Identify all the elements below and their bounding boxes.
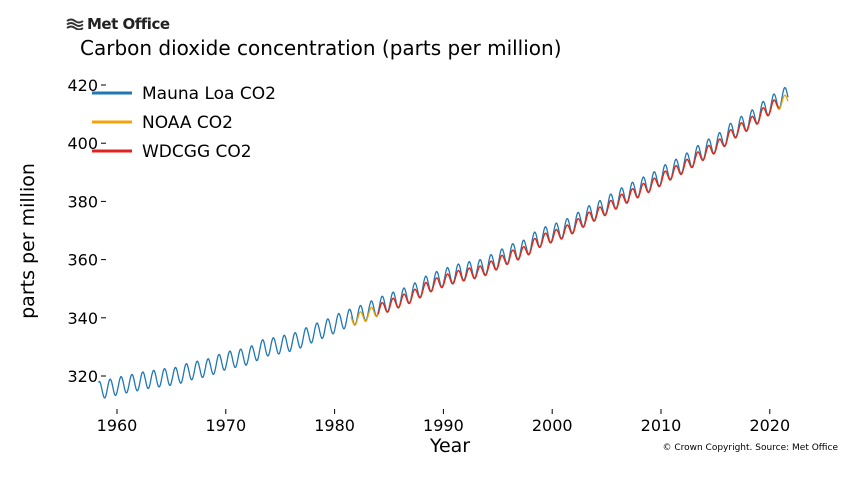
y-tick-label: 320 [67,367,98,386]
x-tick-label: 1990 [423,416,464,435]
x-tick-label: 1960 [97,416,138,435]
x-tick-label: 2010 [641,416,682,435]
legend-label: WDCGG CO2 [142,142,252,162]
y-tick-label: 400 [67,134,98,153]
chart-title: Carbon dioxide concentration (parts per … [80,36,562,60]
y-tick-label: 380 [67,192,98,211]
x-tick-label: 1980 [314,416,355,435]
legend-label: Mauna Loa CO2 [142,84,276,104]
series-line-0 [97,86,789,399]
y-axis-label: parts per million [17,163,39,319]
y-tick-label: 360 [67,251,98,270]
logo-text: Met Office [87,15,170,33]
x-tick-label: 2020 [749,416,790,435]
x-tick-label: 2000 [532,416,573,435]
met-office-waves-icon [66,18,84,30]
x-axis-label: Year [429,435,470,457]
legend-label: NOAA CO2 [142,113,233,133]
series-line-2 [377,99,780,315]
met-office-logo: Met Office [66,15,170,33]
copyright-note: © Crown Copyright. Source: Met Office [662,443,838,453]
y-tick-label: 420 [67,76,98,95]
x-tick-label: 1970 [205,416,246,435]
y-tick-label: 340 [67,309,98,328]
